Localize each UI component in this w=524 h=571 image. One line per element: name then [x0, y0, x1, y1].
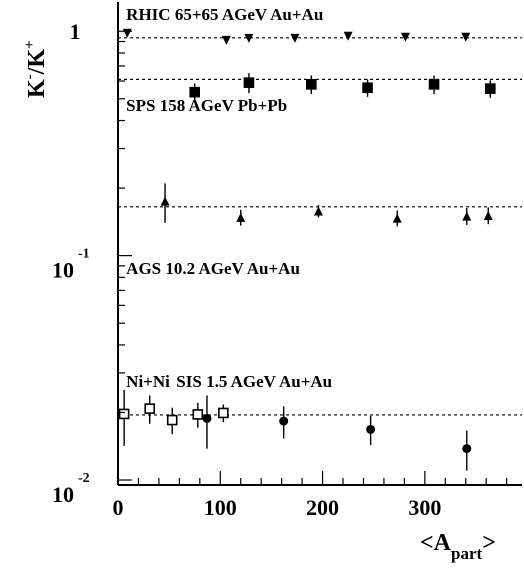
point-sps-0	[189, 86, 201, 98]
x-axis-label-part-0: <A	[420, 530, 452, 556]
annotation-rhic: RHIC 65+65 AGeV Au+Au	[126, 5, 323, 24]
y-tick-label-0: 1	[70, 19, 81, 44]
y-axis-label-part-2: /K	[24, 49, 50, 76]
fit-lines	[118, 37, 522, 416]
point-ags-3	[392, 213, 402, 223]
annotation-sis: SIS 1.5 AGeV Au+Au	[176, 372, 332, 391]
point-ags-1	[236, 212, 246, 222]
point-ags-4	[462, 211, 472, 221]
y-tick-label-2: 10	[52, 482, 74, 507]
point-sis_au-3	[462, 444, 472, 454]
y-axis-label-part-0: K	[24, 79, 50, 98]
x-tick-label-1: 100	[204, 495, 237, 520]
point-rhic-6	[461, 32, 471, 42]
point-sps-3	[362, 82, 373, 94]
point-sis_ni-3	[192, 409, 204, 420]
x-tick-label-2: 200	[306, 495, 339, 520]
point-sps-1	[243, 77, 255, 88]
y-tick-exponent-1: -1	[78, 247, 90, 262]
point-rhic-0	[122, 28, 132, 38]
y-tick-label-1: 10	[52, 258, 74, 283]
y-axis-label-part-1: -	[22, 74, 38, 79]
x-axis-label-part-2: >	[482, 530, 496, 556]
axes: 1 10 -1 10 -2 0 100 200 300 K-/K+ <Apart>	[22, 2, 522, 563]
point-sps-2	[306, 79, 317, 90]
annotation-ags: AGS 10.2 AGeV Au+Au	[126, 259, 300, 278]
point-sis_ni-1	[144, 403, 156, 414]
annotation-sps: SPS 158 AGeV Pb+Pb	[126, 96, 287, 115]
point-sis_ni-2	[166, 414, 178, 426]
annotation-nini: Ni+Ni	[126, 372, 170, 391]
point-rhic-3	[290, 33, 300, 43]
point-sis_ni-4	[218, 407, 229, 419]
point-rhic-5	[400, 32, 410, 42]
point-sps-4	[428, 79, 440, 90]
point-sis_au-2	[366, 424, 376, 434]
point-ags-0	[160, 196, 170, 206]
point-sis_au-0	[202, 413, 212, 423]
y-axis-label: K-/K+	[22, 40, 50, 98]
point-rhic-2	[244, 33, 254, 43]
x-axis-label-part-1: part	[451, 544, 483, 563]
point-sis_ni-0	[118, 408, 130, 420]
x-axis-label: <Apart>	[420, 530, 496, 563]
y-tick-exponent-2: -2	[78, 471, 90, 486]
point-sis_au-1	[279, 416, 289, 426]
point-rhic-1	[221, 35, 231, 45]
x-tick-label-3: 300	[408, 495, 441, 520]
point-sps-5	[484, 83, 496, 94]
point-rhic-4	[343, 31, 353, 41]
y-axis-label-part-3: +	[22, 40, 38, 49]
point-ags-2	[313, 206, 323, 216]
point-ags-5	[483, 210, 493, 220]
x-tick-label-0: 0	[113, 495, 124, 520]
annotations: RHIC 65+65 AGeV Au+Au SPS 158 AGeV Pb+Pb A…	[126, 5, 332, 391]
